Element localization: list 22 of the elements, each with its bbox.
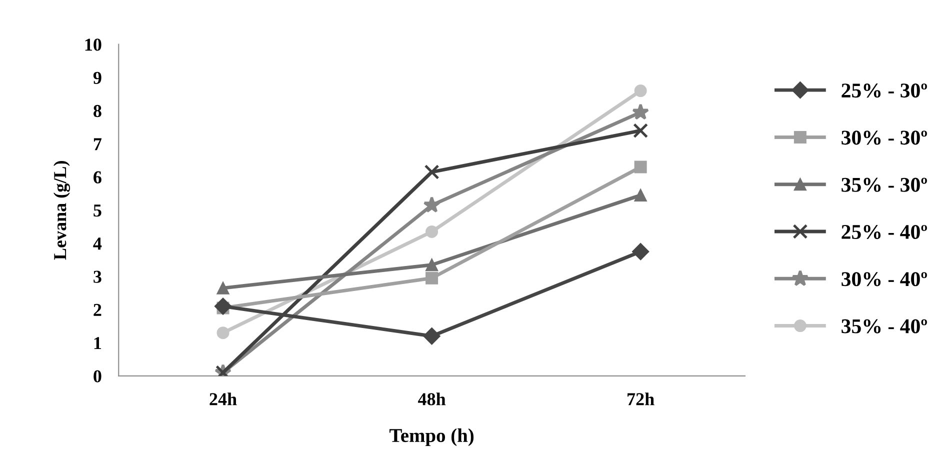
legend-label: 30% - 30º <box>842 130 927 145</box>
legend-label: 25% - 40º <box>842 224 927 240</box>
x-axis-title: Tempo (h) <box>390 428 474 446</box>
y-tick-label: 8 <box>94 104 102 118</box>
y-tick-label: 4 <box>93 238 102 250</box>
y-tick-label: 2 <box>94 304 102 316</box>
y-tick-label: 1 <box>94 337 102 350</box>
legend-label: 25% - 30º <box>842 84 927 98</box>
y-tick-label: 7 <box>94 138 102 150</box>
legend-label: 30% - 40º <box>842 272 927 286</box>
y-tick-label: 0 <box>94 370 102 382</box>
legend-label: 35% - 40º <box>842 319 927 334</box>
y-tick-label: 5 <box>94 204 102 217</box>
x-tick-label: 24h <box>210 392 237 406</box>
y-tick-label: 6 <box>94 171 102 184</box>
x-tick-label: 48h <box>418 392 446 406</box>
y-axis-title: Levana (g/L) <box>54 161 70 260</box>
y-tick-label: 10 <box>85 38 102 51</box>
legend-label: 35% - 30º <box>842 178 927 192</box>
x-tick-label: 72h <box>628 392 654 406</box>
y-tick-label: 9 <box>93 72 102 84</box>
y-tick-label: 3 <box>94 270 102 283</box>
